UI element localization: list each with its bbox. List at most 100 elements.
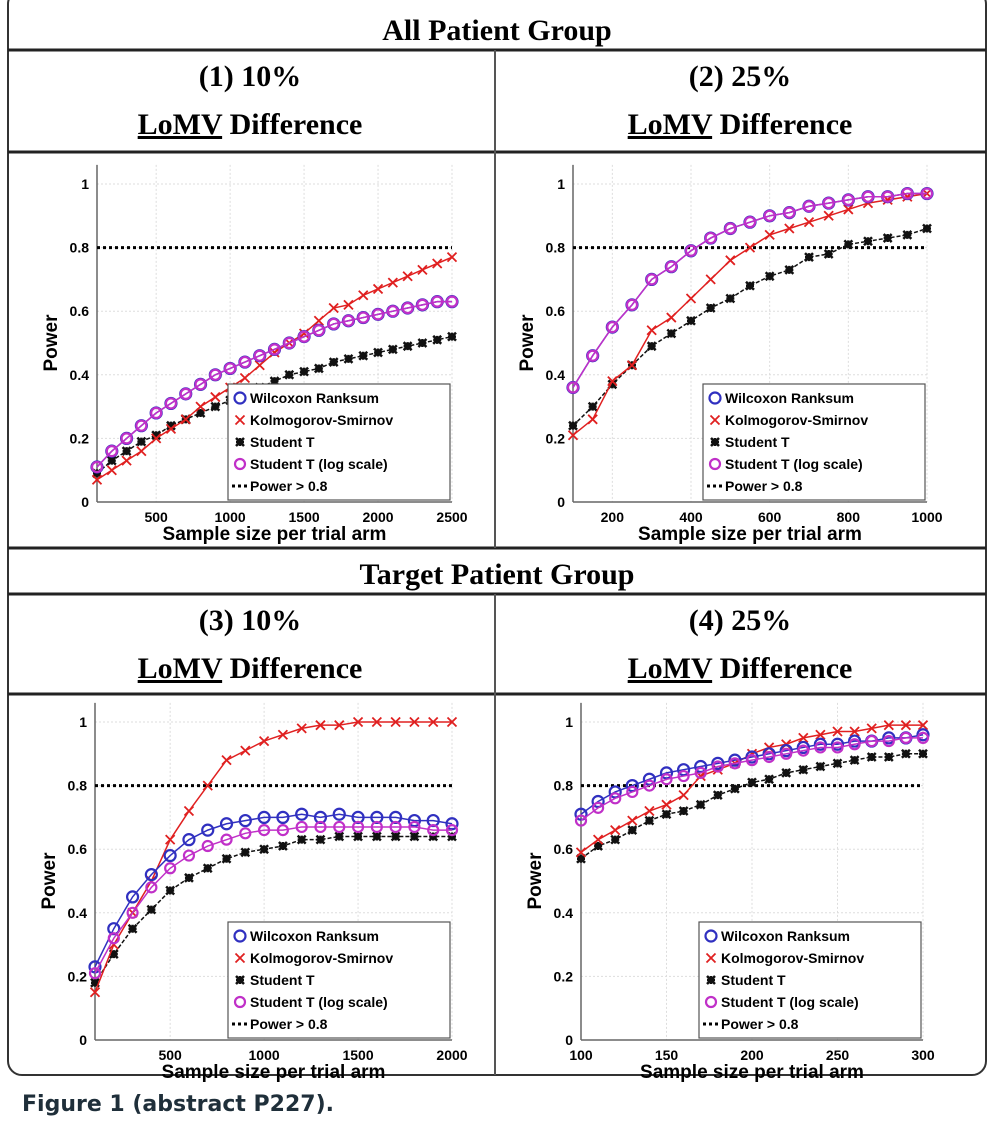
data-point <box>586 349 599 362</box>
x-tick-label: 250 <box>826 1047 850 1063</box>
y-tick-label: 1 <box>79 714 87 730</box>
data-point <box>146 904 157 915</box>
figure-border <box>7 0 987 1076</box>
data-point <box>151 430 162 441</box>
data-point <box>608 785 622 799</box>
data-point <box>432 258 443 269</box>
data-point <box>164 862 177 875</box>
data-point <box>882 734 895 748</box>
data-point <box>220 833 233 846</box>
data-point <box>676 763 691 777</box>
y-tick-label: 0.4 <box>70 367 90 383</box>
data-point <box>566 381 580 394</box>
data-point <box>315 720 326 731</box>
data-point <box>803 217 815 228</box>
data-point <box>151 433 162 444</box>
data-point <box>684 244 698 257</box>
y-tick-label: 0.2 <box>68 968 88 984</box>
data-point <box>179 387 192 400</box>
series-ks <box>89 716 458 998</box>
data-point <box>106 465 117 476</box>
data-point <box>866 723 877 734</box>
data-point <box>90 460 104 474</box>
data-point <box>343 299 354 310</box>
data-point <box>804 252 814 263</box>
x-tick-label: 2500 <box>436 509 467 525</box>
panel-header-difference: Difference <box>222 108 362 141</box>
data-point <box>358 350 369 361</box>
legend-entry: Kolmogorov-Smirnov <box>250 412 393 428</box>
data-point <box>747 777 757 788</box>
data-point <box>194 378 207 391</box>
data-point <box>182 833 196 847</box>
data-point <box>240 847 251 858</box>
data-point <box>686 315 696 326</box>
data-point <box>417 338 428 348</box>
panel-header-lomv: LoMV <box>138 108 223 141</box>
data-point <box>234 952 246 964</box>
data-point <box>334 831 345 842</box>
x-tick-label: 200 <box>601 509 625 525</box>
data-point <box>916 728 930 742</box>
data-point <box>762 747 776 761</box>
series-ks <box>91 252 458 485</box>
data-point <box>315 834 326 845</box>
data-point <box>710 437 720 447</box>
data-point <box>705 952 717 964</box>
data-point <box>745 280 755 291</box>
data-point <box>849 726 860 737</box>
x-tick-label: 150 <box>655 1047 679 1063</box>
data-point <box>120 432 133 445</box>
x-tick-label: 500 <box>158 1047 182 1063</box>
data-point <box>387 344 398 355</box>
data-point <box>145 881 158 894</box>
legend-entry: Student T (log scale) <box>725 456 863 472</box>
section-title-all: All Patient Group <box>382 14 611 47</box>
data-point <box>390 716 401 728</box>
data-point <box>150 406 163 420</box>
y-tick-label: 0 <box>79 1032 87 1048</box>
data-point <box>902 229 913 240</box>
data-point <box>695 799 706 810</box>
data-point <box>432 334 443 345</box>
data-point <box>730 783 740 794</box>
data-point <box>224 362 237 375</box>
data-point <box>165 834 176 845</box>
data-point <box>709 414 721 426</box>
panel-header-line2: LoMV Difference <box>138 108 363 141</box>
data-point <box>591 794 605 809</box>
legend-box <box>227 383 451 501</box>
data-point <box>705 274 716 285</box>
data-point <box>447 831 457 842</box>
data-point <box>832 726 843 737</box>
data-point <box>609 792 622 805</box>
data-point <box>409 831 420 842</box>
data-point <box>849 755 860 766</box>
data-point <box>258 735 270 747</box>
data-point <box>183 805 195 817</box>
data-point <box>417 264 428 275</box>
data-point <box>882 731 896 745</box>
legend-entry: Power > 0.8 <box>250 478 328 494</box>
data-point <box>328 302 339 314</box>
y-tick-label: 0.8 <box>554 778 574 794</box>
data-point <box>164 397 178 410</box>
data-point <box>268 343 281 356</box>
panel-2: (2) 25% LoMV Difference 0 0.2 0.4 0.6 0.8 1 200 4… <box>517 60 943 545</box>
data-point <box>389 820 402 834</box>
data-point <box>920 187 934 200</box>
y-tick-label: 0.8 <box>68 778 88 794</box>
data-point <box>900 720 912 731</box>
data-point <box>607 379 618 390</box>
data-point <box>284 369 295 380</box>
data-point <box>276 824 289 837</box>
data-point <box>296 834 307 845</box>
data-point <box>610 824 621 836</box>
data-point <box>661 809 672 820</box>
legend-entry: Power > 0.8 <box>725 478 803 494</box>
data-point <box>762 750 776 764</box>
data-point <box>343 354 354 364</box>
data-point <box>626 360 638 371</box>
